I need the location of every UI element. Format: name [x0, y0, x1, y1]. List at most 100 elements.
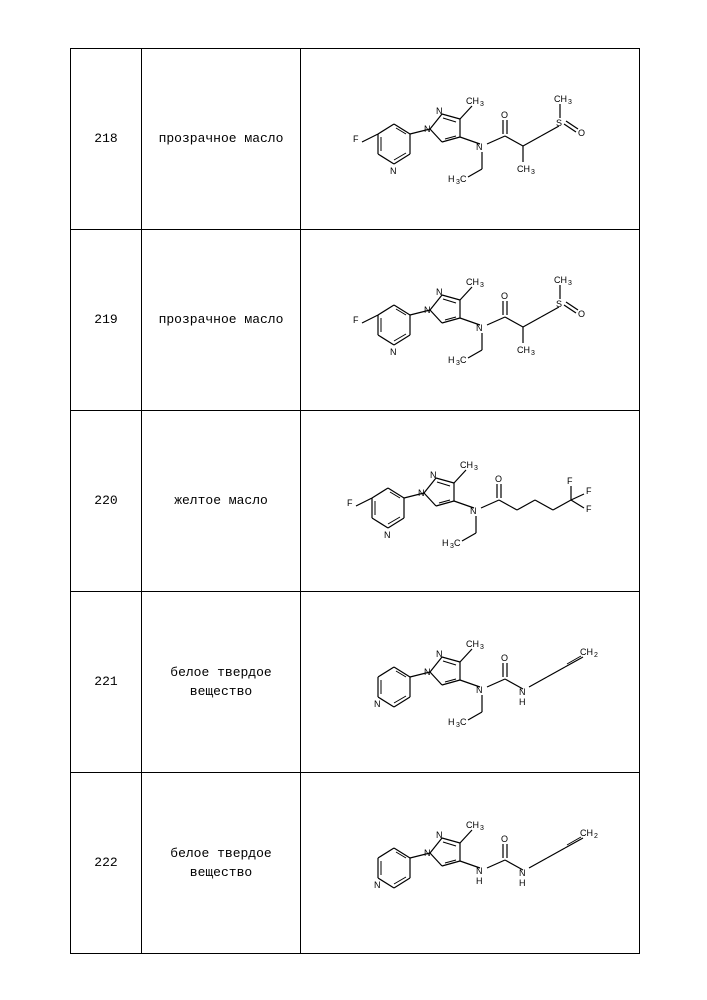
svg-text:N: N — [390, 166, 397, 176]
svg-text:CH: CH — [466, 96, 479, 106]
compound-id-cell: 218 — [71, 49, 142, 230]
svg-text:H: H — [519, 697, 526, 707]
svg-text:N: N — [436, 649, 443, 659]
structure-svg: F N N N — [320, 64, 620, 214]
compound-id: 222 — [94, 855, 117, 870]
svg-text:N: N — [374, 699, 381, 709]
svg-text:3: 3 — [531, 169, 535, 176]
svg-text:N: N — [476, 323, 483, 333]
svg-text:S: S — [556, 118, 562, 128]
compound-description: прозрачное масло — [159, 131, 284, 146]
svg-text:2: 2 — [594, 833, 598, 840]
svg-text:C: C — [460, 174, 467, 184]
compound-description: белое твердое вещество — [170, 846, 271, 881]
svg-text:N: N — [418, 488, 425, 498]
svg-text:N: N — [424, 305, 431, 315]
svg-text:O: O — [501, 291, 508, 301]
compound-structure-cell: N N N CH3 — [301, 773, 640, 954]
svg-text:N: N — [390, 347, 397, 357]
svg-text:CH: CH — [460, 460, 473, 470]
compound-id: 219 — [94, 312, 117, 327]
compound-structure-cell: F N N N CH3 — [301, 230, 640, 411]
svg-text:F: F — [586, 486, 592, 496]
svg-text:F: F — [567, 476, 573, 486]
compound-desc-cell: прозрачное масло — [142, 230, 301, 411]
compound-id-cell: 222 — [71, 773, 142, 954]
compound-id-cell: 220 — [71, 411, 142, 592]
compound-structure-cell: F N N N CH3 — [301, 411, 640, 592]
svg-text:N: N — [424, 124, 431, 134]
svg-text:N: N — [476, 866, 483, 876]
svg-text:3: 3 — [531, 350, 535, 357]
structure-svg: F N N N CH3 — [320, 245, 620, 395]
svg-text:H: H — [448, 174, 455, 184]
compound-structure-cell: N N N CH3 N — [301, 592, 640, 773]
svg-text:CH: CH — [466, 820, 479, 830]
svg-text:N: N — [470, 506, 477, 516]
table-row: 219 прозрачное масло — [71, 230, 640, 411]
svg-text:N: N — [436, 830, 443, 840]
svg-text:3: 3 — [480, 825, 484, 832]
svg-text:3: 3 — [568, 280, 572, 287]
compound-id: 220 — [94, 493, 117, 508]
svg-text:CH: CH — [466, 639, 479, 649]
svg-text:3: 3 — [480, 644, 484, 651]
svg-text:H: H — [448, 717, 455, 727]
svg-text:CH: CH — [517, 164, 530, 174]
svg-text:N: N — [384, 530, 391, 540]
svg-text:H: H — [442, 538, 449, 548]
svg-text:N: N — [374, 880, 381, 890]
svg-text:N: N — [436, 106, 443, 116]
svg-text:O: O — [501, 834, 508, 844]
compound-structure-cell: F N N N — [301, 49, 640, 230]
compound-desc-cell: белое твердое вещество — [142, 773, 301, 954]
svg-text:N: N — [519, 868, 526, 878]
svg-text:H: H — [519, 878, 526, 888]
compound-desc-cell: желтое масло — [142, 411, 301, 592]
compound-description: белое твердое вещество — [170, 665, 271, 700]
svg-text:N: N — [476, 142, 483, 152]
svg-text:3: 3 — [480, 101, 484, 108]
svg-text:N: N — [424, 848, 431, 858]
svg-text:CH: CH — [580, 828, 593, 838]
svg-text:O: O — [578, 309, 585, 319]
compound-id-cell: 219 — [71, 230, 142, 411]
svg-text:2: 2 — [594, 652, 598, 659]
svg-text:H: H — [476, 876, 483, 886]
compound-id: 221 — [94, 674, 117, 689]
table-row: 218 прозрачное масло — [71, 49, 640, 230]
structure-svg: N N N CH3 — [320, 788, 620, 938]
compound-table: 218 прозрачное масло — [70, 48, 640, 954]
table-row: 220 желтое масло — [71, 411, 640, 592]
svg-text:F: F — [353, 315, 359, 325]
svg-text:CH: CH — [466, 277, 479, 287]
svg-text:N: N — [436, 287, 443, 297]
svg-text:CH: CH — [517, 345, 530, 355]
svg-text:F: F — [586, 504, 592, 514]
svg-text:3: 3 — [474, 465, 478, 472]
svg-text:C: C — [460, 717, 467, 727]
compound-desc-cell: белое твердое вещество — [142, 592, 301, 773]
svg-text:N: N — [476, 685, 483, 695]
table-row: 222 белое твердое вещество — [71, 773, 640, 954]
svg-text:O: O — [501, 653, 508, 663]
svg-text:C: C — [460, 355, 467, 365]
svg-text:N: N — [424, 667, 431, 677]
svg-text:CH: CH — [554, 94, 567, 104]
svg-text:S: S — [556, 299, 562, 309]
svg-text:CH: CH — [554, 275, 567, 285]
compound-description: желтое масло — [174, 493, 268, 508]
table-row: 221 белое твердое вещество — [71, 592, 640, 773]
svg-text:O: O — [501, 110, 508, 120]
page: 218 прозрачное масло — [0, 0, 707, 1000]
svg-text:CH: CH — [580, 647, 593, 657]
svg-text:3: 3 — [480, 282, 484, 289]
structure-svg: F N N N CH3 — [320, 426, 620, 576]
structure-svg: N N N CH3 N — [320, 607, 620, 757]
svg-text:F: F — [347, 498, 353, 508]
svg-text:O: O — [578, 128, 585, 138]
svg-text:F: F — [353, 134, 359, 144]
compound-id-cell: 221 — [71, 592, 142, 773]
svg-text:N: N — [430, 470, 437, 480]
svg-text:N: N — [519, 687, 526, 697]
